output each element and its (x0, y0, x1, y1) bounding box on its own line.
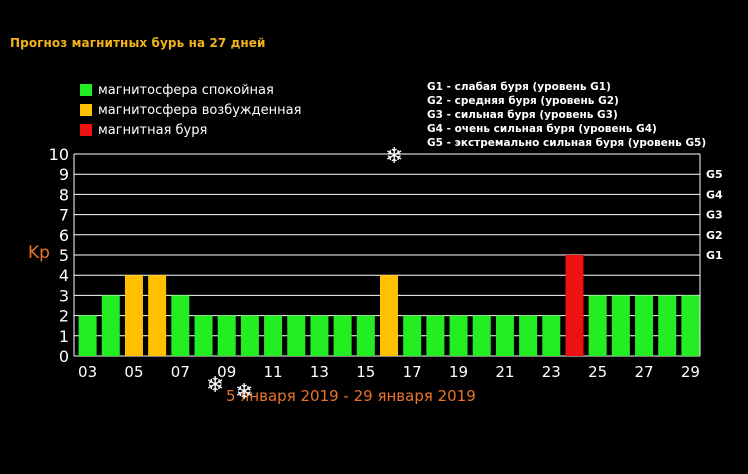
legend-label-excited: магнитосфера возбужденная (98, 102, 302, 118)
kp-bar (310, 315, 329, 356)
legend-label-storm: магнитная буря (98, 122, 208, 138)
y-axis-label: Kp (28, 243, 50, 263)
kp-bar (78, 315, 97, 356)
snowflake-icon: ❄ (385, 144, 404, 169)
x-tick-label: 29 (681, 363, 700, 381)
x-tick-label: 11 (264, 363, 283, 381)
kp-bar (240, 315, 259, 356)
x-tick-label: 05 (124, 363, 143, 381)
x-tick-label: 13 (310, 363, 329, 381)
legend-swatch-excited (80, 104, 92, 116)
kp-bar (403, 315, 422, 356)
g-scale-legend: G1 - слабая буря (уровень G1) G2 - средн… (427, 80, 706, 150)
legend-label-quiet: магнитосфера спокойная (98, 82, 274, 98)
x-tick-label: 27 (634, 363, 653, 381)
kp-bar (356, 315, 375, 356)
y-tick-label: 10 (49, 145, 69, 164)
date-range-label: 5 января 2019 - 29 января 2019 (226, 387, 476, 405)
y-tick-label: 6 (59, 226, 69, 245)
kp-bar (681, 295, 700, 356)
g-tick-label: G3 (706, 209, 723, 222)
kp-bar (658, 295, 677, 356)
legend-swatch-quiet (80, 84, 92, 96)
x-tick-label: 09 (217, 363, 236, 381)
kp-bar (380, 275, 398, 356)
kp-bar (565, 255, 584, 356)
g-legend-g1: G1 - слабая буря (уровень G1) (427, 81, 611, 93)
kp-bar (588, 295, 607, 356)
g-tick-label: G1 (706, 249, 723, 262)
y-tick-label: 4 (59, 266, 69, 285)
kp-bar (171, 295, 190, 356)
y-tick-label: 0 (59, 347, 69, 366)
kp-bar (194, 315, 213, 356)
g-tick-label: G4 (706, 188, 723, 201)
kp-bar (217, 315, 236, 356)
kp-bar (495, 315, 514, 356)
g-legend-g5: G5 - экстремально сильная буря (уровень … (427, 137, 707, 149)
y-tick-label: 9 (59, 165, 69, 184)
kp-bar (426, 315, 445, 356)
kp-bar (519, 315, 538, 356)
y-tick-label: 2 (59, 307, 69, 326)
snowflake-icon: ❄ (235, 380, 254, 405)
kp-bar (101, 295, 120, 356)
x-tick-label: 21 (495, 363, 514, 381)
kp-bar (635, 295, 654, 356)
g-legend-g4: G4 - очень сильная буря (уровень G4) (427, 123, 657, 135)
legend: магнитосфера спокойная магнитосфера возб… (80, 80, 301, 140)
g-legend-g3: G3 - сильная буря (уровень G3) (427, 109, 618, 121)
g-legend-g2: G2 - средняя буря (уровень G2) (427, 95, 619, 107)
x-tick-label: 19 (449, 363, 468, 381)
x-tick-label: 23 (542, 363, 561, 381)
legend-item-quiet: магнитосфера спокойная (80, 80, 301, 100)
y-tick-label: 7 (59, 206, 69, 225)
y-tick-label: 5 (59, 246, 69, 265)
kp-bar (611, 295, 630, 356)
kp-bar (148, 275, 167, 356)
chart-title: Прогноз магнитных бурь на 27 дней (10, 36, 266, 50)
y-tick-label: 8 (59, 185, 69, 204)
x-tick-label: 03 (78, 363, 97, 381)
kp-bar (287, 315, 306, 356)
x-tick-label: 17 (403, 363, 422, 381)
legend-item-excited: магнитосфера возбужденная (80, 100, 301, 120)
legend-swatch-storm (80, 124, 92, 136)
y-tick-label: 3 (59, 286, 69, 305)
kp-bar (472, 315, 491, 356)
kp-bar (542, 315, 561, 356)
legend-item-storm: магнитная буря (80, 120, 301, 140)
kp-bar (333, 315, 352, 356)
kp-bar (264, 315, 283, 356)
kp-bar (124, 275, 143, 356)
g-tick-label: G2 (706, 229, 723, 242)
x-tick-label: 15 (356, 363, 375, 381)
y-tick-label: 1 (59, 327, 69, 346)
snowflake-icon: ❄ (206, 373, 225, 398)
x-tick-label: 07 (171, 363, 190, 381)
g-tick-label: G5 (706, 168, 723, 181)
kp-bar (449, 315, 468, 356)
x-tick-label: 25 (588, 363, 607, 381)
